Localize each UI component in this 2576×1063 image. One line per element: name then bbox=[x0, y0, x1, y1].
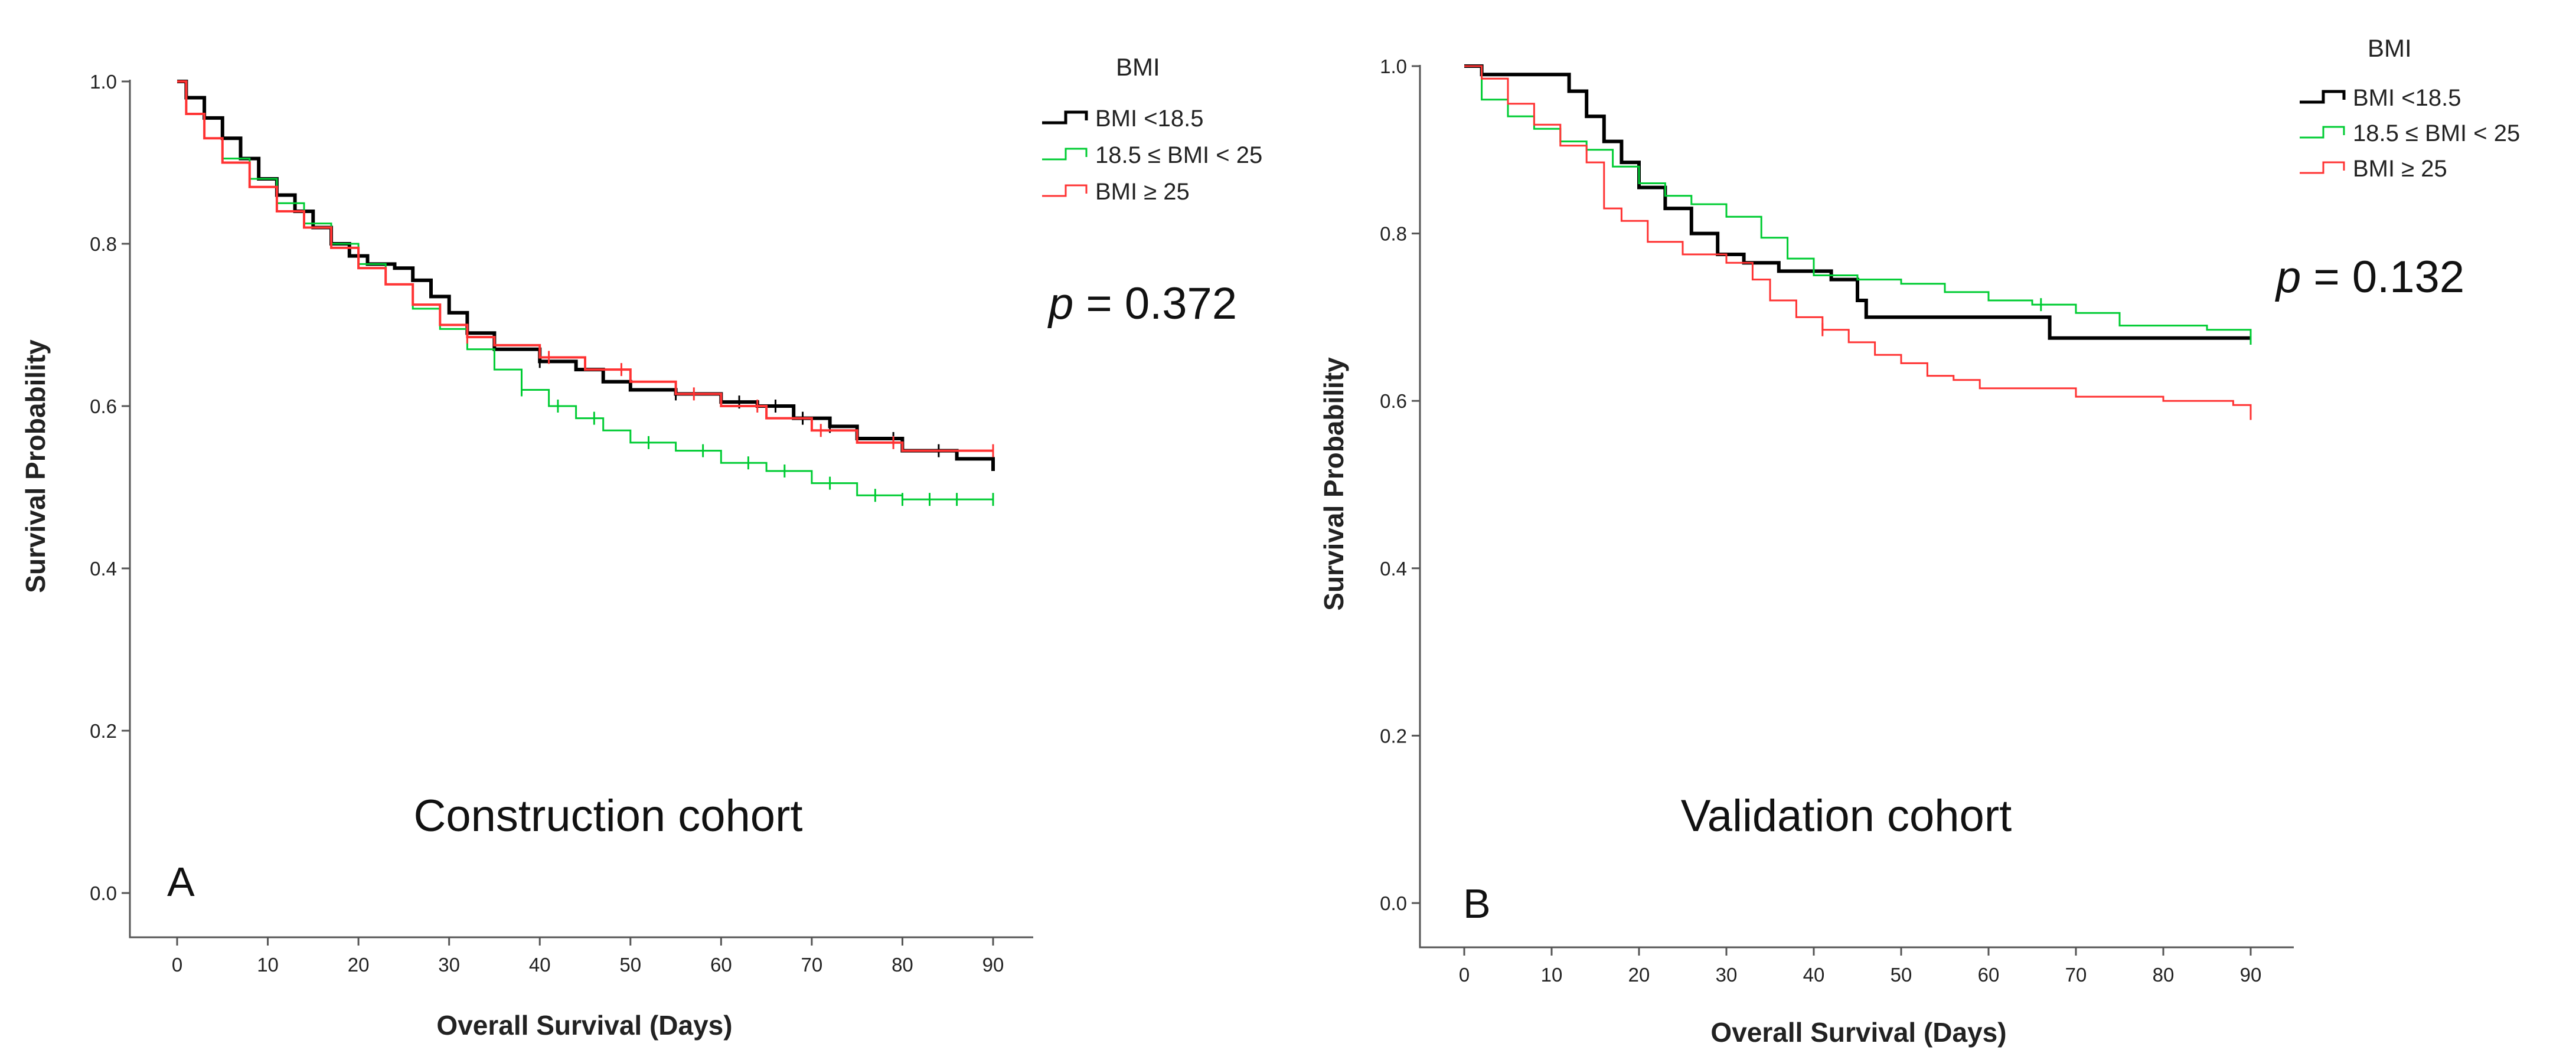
panel-b-p-text: = 0.132 bbox=[2301, 252, 2464, 302]
panel-b-p-value: p = 0.132 bbox=[2275, 252, 2464, 302]
panel-a-legend-swatch-3 bbox=[1042, 184, 1088, 197]
panel-a-legend-swatch-1 bbox=[1042, 110, 1088, 125]
panel-a-legend-label-2: 18.5 ≤ BMI < 25 bbox=[1095, 142, 1262, 168]
panel-a-y-tick-label: 0.6 bbox=[90, 395, 117, 417]
panel-b-y-tick-label: 0.6 bbox=[1380, 390, 1407, 412]
panel-b-x-ticks: 0 10 20 30 40 50 60 70 80 90 bbox=[1459, 947, 2262, 986]
panel-a-y-tick-label: 0.8 bbox=[90, 233, 117, 255]
panel-b-axis-lines bbox=[1419, 65, 2294, 948]
panel-a-series-line-2 bbox=[177, 80, 993, 501]
panel-a-p-text: = 0.372 bbox=[1073, 279, 1237, 329]
panel-a-x-tick-label: 80 bbox=[892, 954, 913, 976]
panel-a-axes bbox=[129, 80, 1033, 938]
panel-b-legend-label-1: BMI <18.5 bbox=[2353, 85, 2461, 111]
panel-a-legend-label-1: BMI <18.5 bbox=[1095, 106, 1203, 132]
panel-b-x-tick-label: 60 bbox=[1978, 964, 2000, 986]
panel-b-axes bbox=[1419, 65, 2294, 948]
panel-b-letter: B bbox=[1463, 881, 1491, 927]
panel-a-cohort-title: Construction cohort bbox=[414, 791, 803, 841]
panel-a-x-tick-label: 90 bbox=[982, 954, 1004, 976]
panel-b-x-axis-label: Overall Survival (Days) bbox=[1710, 1017, 2006, 1048]
panel-b: 0 10 20 30 40 50 60 70 80 90 0.0 0.2 0.4 0.6 0.8 1.0 O… bbox=[1318, 34, 2520, 1048]
panel-a-x-tick-label: 20 bbox=[348, 954, 370, 976]
panel-b-legend-label-3: BMI ≥ 25 bbox=[2353, 156, 2447, 182]
panel-a-y-tick-label: 0.0 bbox=[90, 882, 117, 904]
panel-a-letter: A bbox=[167, 859, 195, 905]
panel-b-x-tick-label: 10 bbox=[1541, 964, 1563, 986]
panel-a-x-tick-label: 60 bbox=[710, 954, 732, 976]
panel-a-x-tick-label: 0 bbox=[172, 954, 182, 976]
panel-a-series-line-1 bbox=[177, 80, 995, 471]
panel-a-x-tick-label: 70 bbox=[801, 954, 823, 976]
panel-b-series-line-3 bbox=[1464, 65, 2252, 414]
panel-a-x-tick-label: 10 bbox=[257, 954, 279, 976]
panel-b-p-symbol: p bbox=[2275, 252, 2301, 302]
panel-b-legend-swatch-3 bbox=[2300, 161, 2345, 174]
panel-a-y-tick-label: 0.2 bbox=[90, 720, 117, 742]
panel-b-x-tick-label: 80 bbox=[2153, 964, 2175, 986]
panel-a-x-ticks: 0 10 20 30 40 50 60 70 80 90 bbox=[172, 937, 1004, 976]
panel-b-x-tick-label: 40 bbox=[1803, 964, 1825, 986]
panel-b-y-tick-label: 0.0 bbox=[1380, 892, 1407, 914]
panel-a-series bbox=[177, 80, 995, 506]
panel-b-y-tick-label: 1.0 bbox=[1380, 55, 1407, 77]
panel-b-y-axis-label: Survival Probability bbox=[1318, 357, 1349, 611]
panel-b-y-tick-label: 0.8 bbox=[1380, 223, 1407, 245]
panel-a-legend-title: BMI bbox=[1116, 53, 1160, 81]
panel-b-legend-label-2: 18.5 ≤ BMI < 25 bbox=[2353, 120, 2520, 146]
panel-b-x-tick-label: 50 bbox=[1891, 964, 1912, 986]
panel-a-x-tick-label: 40 bbox=[529, 954, 551, 976]
panel-b-x-tick-label: 20 bbox=[1628, 964, 1650, 986]
panel-b-legend-swatch-1 bbox=[2300, 90, 2346, 104]
panel-b-x-tick-label: 0 bbox=[1459, 964, 1470, 986]
panel-a-x-tick-label: 30 bbox=[438, 954, 460, 976]
panel-b-y-tick-label: 0.4 bbox=[1380, 558, 1407, 580]
panel-a-axis-lines bbox=[129, 80, 1033, 938]
panel-b-y-tick-label: 0.2 bbox=[1380, 725, 1407, 747]
panel-a-x-tick-label: 50 bbox=[619, 954, 641, 976]
panel-b-series-line-1 bbox=[1464, 64, 2251, 340]
panel-a-y-axis-label: Survival Probability bbox=[20, 339, 51, 593]
panel-a-p-value: p = 0.372 bbox=[1047, 279, 1237, 329]
panel-b-x-tick-label: 90 bbox=[2240, 964, 2262, 986]
panel-a-p-symbol: p bbox=[1047, 279, 1073, 329]
panel-b-y-ticks: 0.0 0.2 0.4 0.6 0.8 1.0 bbox=[1380, 55, 1420, 914]
panel-a-legend: BMI <18.5 18.5 ≤ BMI < 25 BMI ≥ 25 bbox=[1042, 106, 1262, 205]
panel-a-legend-label-3: BMI ≥ 25 bbox=[1095, 179, 1190, 205]
panel-b-legend: BMI <18.5 18.5 ≤ BMI < 25 BMI ≥ 25 bbox=[2300, 85, 2520, 182]
panel-a-y-ticks: 0.0 0.2 0.4 0.6 0.8 1.0 bbox=[90, 71, 130, 904]
panel-a: 0 10 20 30 40 50 60 70 80 90 0.0 0.2 0.4 0.6 0.8 1.0 O… bbox=[20, 53, 1262, 1041]
panel-b-legend-swatch-2 bbox=[2300, 126, 2345, 139]
panel-a-series-line-3 bbox=[177, 80, 993, 452]
panel-b-x-tick-label: 70 bbox=[2065, 964, 2087, 986]
panel-a-legend-swatch-2 bbox=[1042, 148, 1088, 161]
panel-b-series bbox=[1464, 64, 2252, 420]
panel-b-cohort-title: Validation cohort bbox=[1681, 791, 2012, 841]
panel-a-x-axis-label: Overall Survival (Days) bbox=[436, 1010, 732, 1041]
panel-b-x-tick-label: 30 bbox=[1716, 964, 1738, 986]
panel-a-y-tick-label: 0.4 bbox=[90, 558, 117, 580]
panel-b-legend-title: BMI bbox=[2368, 34, 2412, 62]
panel-a-y-tick-label: 1.0 bbox=[90, 71, 117, 93]
